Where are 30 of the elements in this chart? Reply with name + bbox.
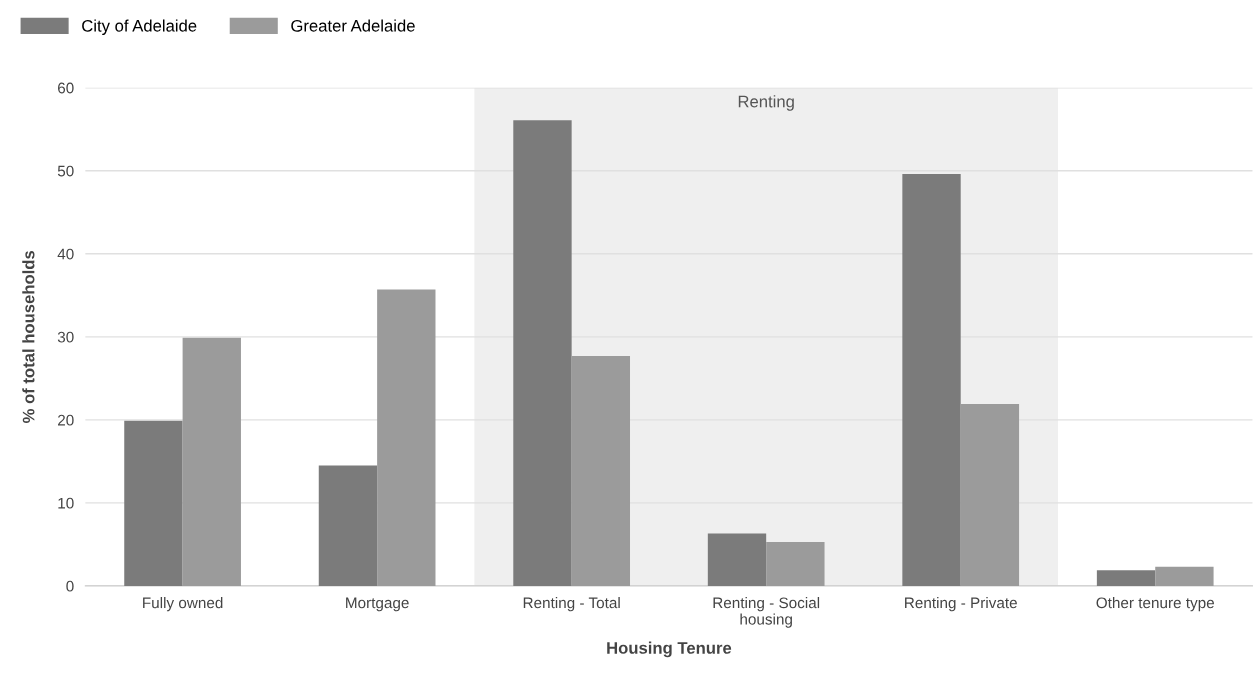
bar <box>182 337 241 586</box>
legend-label: Greater Adelaide <box>291 19 415 32</box>
y-tick-label: 20 <box>58 414 74 426</box>
x-tick-label: Mortgage <box>346 597 409 612</box>
bar <box>571 355 631 586</box>
bar <box>766 541 825 586</box>
bar <box>377 289 436 586</box>
x-tick-label: Renting - Total <box>523 597 620 612</box>
y-tick-label: 30 <box>57 331 74 343</box>
x-axis-title: Housing Tenure <box>607 641 732 658</box>
bar <box>960 404 1020 586</box>
legend-label: City of Adelaide <box>82 19 197 35</box>
bar <box>318 465 378 586</box>
y-axis-title: % of total households <box>22 250 35 423</box>
y-tick-label: 50 <box>57 165 74 177</box>
y-tick-label: 40 <box>57 248 74 260</box>
y-tick-label: 0 <box>66 580 74 592</box>
bar <box>1155 566 1214 586</box>
bar <box>902 174 961 586</box>
x-tick-label: Renting - Private <box>905 597 1017 612</box>
y-tick-label: 10 <box>58 497 74 509</box>
x-tick-label: Other tenure type <box>1096 597 1214 612</box>
x-tick-label: Renting - Social housing <box>713 597 820 628</box>
bar <box>1096 570 1156 586</box>
bar <box>513 120 572 586</box>
bar <box>707 533 767 586</box>
y-tick-label: 60 <box>58 82 74 94</box>
bar <box>124 420 183 586</box>
band-label: Renting <box>738 95 794 111</box>
x-tick-label: Fully owned <box>143 597 223 612</box>
